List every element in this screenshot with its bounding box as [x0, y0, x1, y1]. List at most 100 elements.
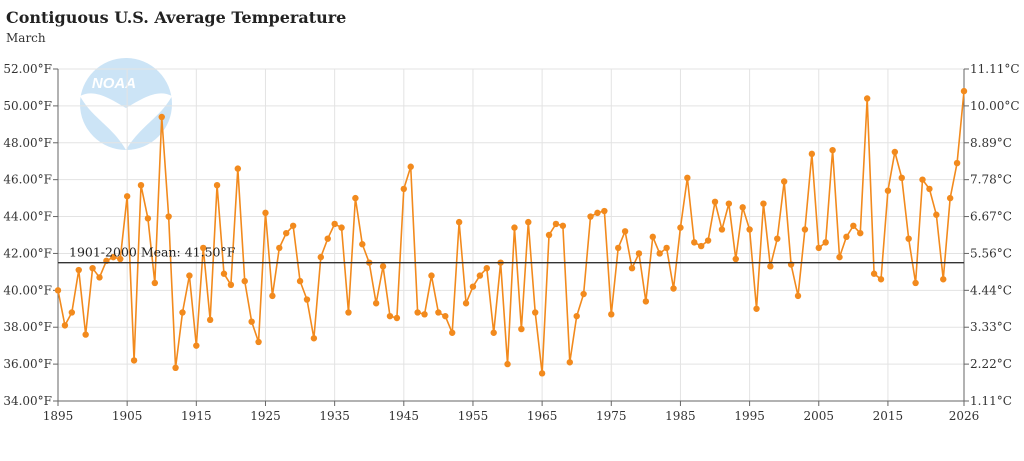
data-point[interactable] — [428, 272, 435, 279]
data-point[interactable] — [407, 163, 414, 170]
data-point[interactable] — [801, 226, 809, 233]
data-point[interactable] — [815, 244, 822, 252]
data-point[interactable] — [663, 244, 670, 252]
data-point[interactable] — [234, 165, 242, 172]
data-point[interactable] — [829, 146, 836, 154]
data-point[interactable] — [414, 309, 421, 316]
data-point[interactable] — [241, 277, 248, 285]
data-point[interactable] — [303, 296, 311, 303]
data-point[interactable] — [863, 95, 871, 102]
data-point[interactable] — [857, 229, 864, 237]
data-point[interactable] — [165, 213, 172, 220]
data-point[interactable] — [435, 309, 442, 316]
data-point[interactable] — [220, 270, 228, 277]
data-point[interactable] — [172, 364, 179, 371]
data-point[interactable] — [372, 300, 380, 307]
data-point[interactable] — [338, 224, 345, 231]
data-point[interactable] — [767, 263, 774, 270]
data-point[interactable] — [331, 220, 338, 228]
data-point[interactable] — [697, 242, 705, 250]
data-point[interactable] — [684, 174, 691, 182]
data-point[interactable] — [960, 87, 968, 95]
data-point[interactable] — [559, 222, 567, 229]
data-point[interactable] — [656, 250, 663, 257]
data-point[interactable] — [552, 220, 560, 228]
data-point[interactable] — [200, 244, 207, 252]
data-point[interactable] — [953, 159, 961, 167]
data-point[interactable] — [594, 209, 601, 217]
data-point[interactable] — [137, 182, 145, 189]
data-point[interactable] — [186, 272, 193, 279]
data-point[interactable] — [227, 281, 235, 288]
data-point[interactable] — [386, 312, 394, 320]
data-point[interactable] — [545, 231, 553, 239]
data-point[interactable] — [317, 253, 325, 261]
data-point[interactable] — [753, 305, 760, 312]
data-point[interactable] — [255, 338, 262, 346]
data-point[interactable] — [912, 279, 919, 287]
data-point[interactable] — [310, 335, 318, 342]
data-point[interactable] — [933, 211, 940, 218]
data-point[interactable] — [850, 222, 857, 229]
data-point[interactable] — [82, 331, 89, 338]
data-point[interactable] — [884, 187, 892, 194]
data-point[interactable] — [905, 235, 912, 242]
data-point[interactable] — [836, 253, 843, 261]
data-point[interactable] — [711, 198, 719, 205]
data-point[interactable] — [573, 312, 580, 320]
data-point[interactable] — [54, 287, 62, 294]
data-point[interactable] — [345, 309, 352, 316]
data-point[interactable] — [276, 244, 283, 252]
data-point[interactable] — [628, 265, 636, 272]
data-point[interactable] — [704, 237, 712, 244]
data-point[interactable] — [870, 270, 878, 277]
data-point[interactable] — [926, 185, 933, 193]
data-point[interactable] — [511, 224, 518, 231]
data-point[interactable] — [289, 222, 297, 229]
data-point[interactable] — [158, 113, 165, 121]
data-point[interactable] — [400, 185, 407, 193]
data-point[interactable] — [352, 194, 359, 202]
data-point[interactable] — [206, 316, 214, 324]
data-point[interactable] — [601, 207, 608, 215]
data-point[interactable] — [296, 277, 304, 285]
data-point[interactable] — [718, 226, 726, 233]
data-point[interactable] — [774, 235, 781, 242]
data-point[interactable] — [780, 178, 788, 185]
data-point[interactable] — [725, 200, 733, 207]
data-point[interactable] — [455, 218, 463, 226]
data-point[interactable] — [483, 265, 490, 272]
data-point[interactable] — [421, 311, 428, 318]
data-point[interactable] — [269, 292, 276, 300]
data-point[interactable] — [518, 325, 525, 333]
data-point[interactable] — [462, 300, 470, 307]
data-point[interactable] — [649, 233, 656, 241]
data-point[interactable] — [379, 263, 387, 270]
data-point[interactable] — [808, 150, 816, 158]
data-point[interactable] — [670, 285, 677, 292]
data-point[interactable] — [898, 174, 905, 182]
data-point[interactable] — [75, 266, 82, 274]
data-point[interactable] — [691, 239, 698, 246]
data-point[interactable] — [732, 255, 739, 263]
data-point[interactable] — [608, 311, 615, 318]
data-point[interactable] — [283, 229, 290, 237]
data-point[interactable] — [476, 272, 484, 279]
data-point[interactable] — [532, 309, 539, 316]
data-point[interactable] — [179, 309, 186, 316]
data-point[interactable] — [525, 218, 532, 226]
data-point[interactable] — [89, 265, 96, 272]
data-point[interactable] — [677, 224, 684, 231]
data-point[interactable] — [262, 209, 269, 217]
data-point[interactable] — [580, 290, 587, 298]
data-point[interactable] — [635, 250, 643, 257]
data-point[interactable] — [504, 360, 511, 368]
data-point[interactable] — [110, 253, 117, 261]
data-point[interactable] — [940, 276, 947, 283]
data-point[interactable] — [794, 292, 802, 300]
data-point[interactable] — [919, 176, 926, 183]
data-point[interactable] — [393, 314, 401, 322]
data-point[interactable] — [587, 213, 594, 220]
data-point[interactable] — [760, 200, 767, 207]
data-point[interactable] — [144, 215, 152, 222]
